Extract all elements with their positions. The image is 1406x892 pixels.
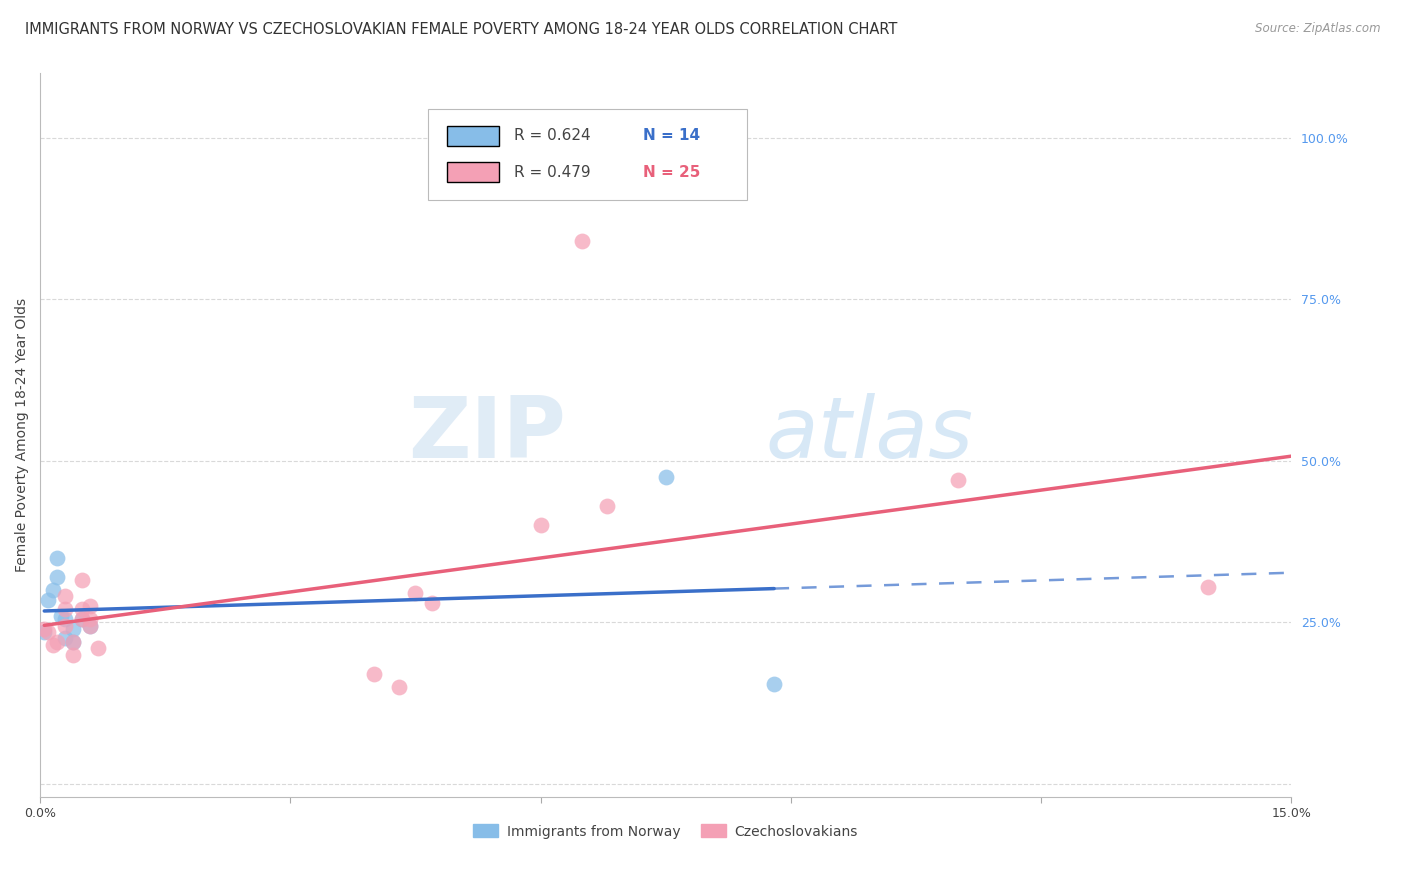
- Point: [32, 622, 55, 636]
- Point: [763, 676, 786, 690]
- Point: [70, 574, 93, 588]
- Point: [79, 612, 101, 626]
- Point: [37, 624, 59, 639]
- Point: [79, 599, 101, 614]
- Text: N = 25: N = 25: [643, 165, 700, 179]
- Point: [53, 612, 76, 626]
- Text: Source: ZipAtlas.com: Source: ZipAtlas.com: [1256, 22, 1381, 36]
- Text: ZIP: ZIP: [408, 393, 565, 476]
- Point: [79, 618, 101, 632]
- Point: [53, 632, 76, 646]
- Point: [41, 582, 63, 597]
- FancyBboxPatch shape: [427, 109, 747, 200]
- Point: [62, 648, 84, 662]
- Text: R = 0.479: R = 0.479: [515, 165, 591, 179]
- Point: [53, 602, 76, 616]
- Point: [41, 638, 63, 652]
- Text: R = 0.624: R = 0.624: [515, 128, 591, 144]
- Point: [37, 592, 59, 607]
- Point: [87, 641, 110, 656]
- Point: [571, 234, 593, 248]
- Point: [946, 473, 969, 487]
- Point: [45, 634, 67, 648]
- Point: [62, 634, 84, 648]
- Legend: Immigrants from Norway, Czechoslovakians: Immigrants from Norway, Czechoslovakians: [468, 819, 863, 844]
- Point: [404, 586, 426, 600]
- Text: IMMIGRANTS FROM NORWAY VS CZECHOSLOVAKIAN FEMALE POVERTY AMONG 18-24 YEAR OLDS C: IMMIGRANTS FROM NORWAY VS CZECHOSLOVAKIA…: [25, 22, 897, 37]
- Y-axis label: Female Poverty Among 18-24 Year Olds: Female Poverty Among 18-24 Year Olds: [15, 298, 30, 572]
- Point: [529, 518, 551, 533]
- Point: [70, 612, 93, 626]
- Point: [70, 602, 93, 616]
- Point: [53, 618, 76, 632]
- Point: [70, 612, 93, 626]
- Point: [420, 596, 443, 610]
- Point: [62, 622, 84, 636]
- Text: N = 14: N = 14: [643, 128, 700, 144]
- Point: [53, 590, 76, 604]
- Point: [32, 624, 55, 639]
- Point: [363, 667, 385, 681]
- Point: [45, 570, 67, 584]
- Point: [79, 618, 101, 632]
- Point: [1197, 580, 1219, 594]
- FancyBboxPatch shape: [447, 126, 499, 146]
- Text: atlas: atlas: [766, 393, 974, 476]
- Point: [388, 680, 411, 694]
- Point: [45, 550, 67, 565]
- Point: [49, 608, 72, 623]
- Point: [596, 499, 619, 513]
- FancyBboxPatch shape: [447, 162, 499, 182]
- Point: [62, 634, 84, 648]
- Point: [654, 470, 676, 484]
